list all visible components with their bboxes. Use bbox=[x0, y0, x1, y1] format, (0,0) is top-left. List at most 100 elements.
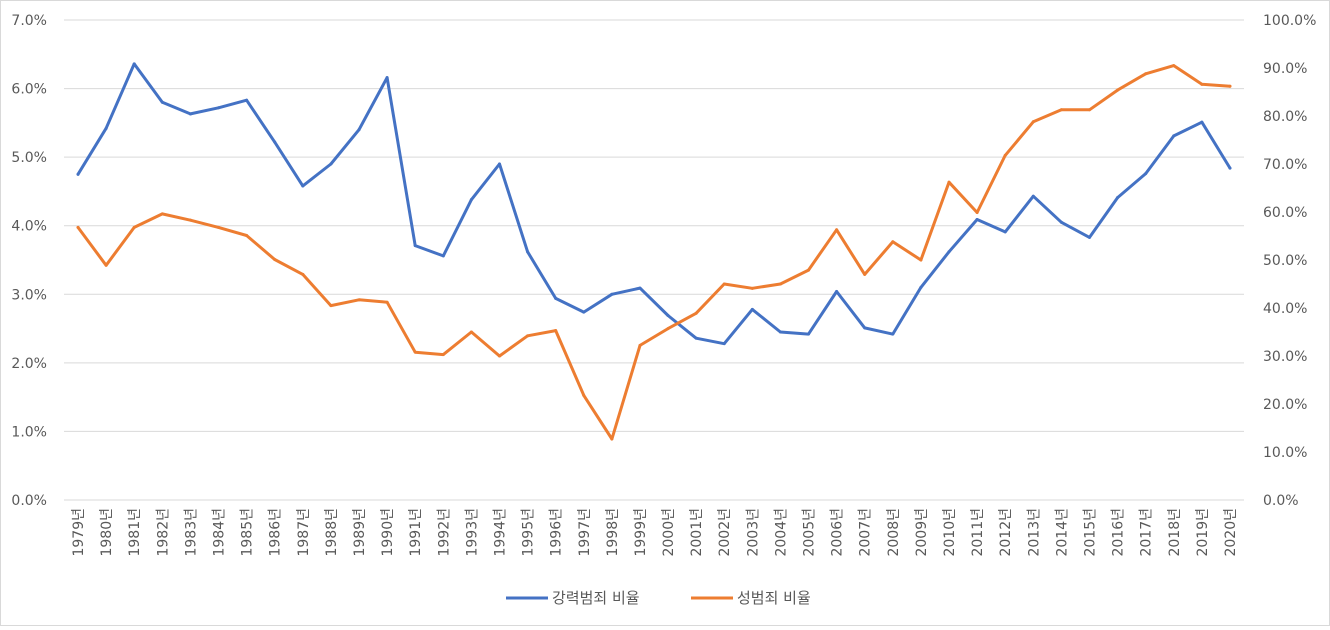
left-y-axis: 0.0% 1.0% 2.0% 3.0% 4.0% 5.0% 6.0% 7.0% bbox=[11, 13, 47, 509]
data-point-sex-crime bbox=[610, 437, 614, 441]
data-point-violent-crime bbox=[1003, 230, 1007, 234]
data-point-sex-crime bbox=[694, 311, 698, 315]
data-point-violent-crime bbox=[329, 162, 333, 166]
data-point-violent-crime bbox=[1116, 196, 1120, 200]
data-point-sex-crime bbox=[385, 300, 389, 304]
legend-label-sex-crime: 성범죄 비율 bbox=[737, 589, 811, 607]
right-tick-label: 90.0% bbox=[1263, 61, 1307, 77]
data-point-violent-crime bbox=[357, 128, 361, 132]
left-tick-label: 4.0% bbox=[11, 219, 47, 235]
left-tick-label: 3.0% bbox=[11, 287, 47, 303]
x-tick-label: 2015년 bbox=[1082, 508, 1098, 557]
data-point-violent-crime bbox=[160, 100, 164, 104]
data-point-sex-crime bbox=[1144, 72, 1148, 76]
x-tick-label: 1992년 bbox=[436, 508, 452, 557]
x-tick-label: 2011년 bbox=[970, 508, 986, 557]
left-tick-label: 2.0% bbox=[11, 356, 47, 372]
left-tick-label: 0.0% bbox=[11, 493, 47, 509]
data-point-violent-crime bbox=[526, 250, 530, 254]
data-point-violent-crime bbox=[273, 140, 277, 144]
data-point-sex-crime bbox=[526, 334, 530, 338]
legend-item-violent-crime: 강력범죄 비율 bbox=[506, 589, 640, 607]
x-tick-label: 2006년 bbox=[830, 508, 846, 557]
right-tick-label: 80.0% bbox=[1263, 109, 1307, 125]
data-point-violent-crime bbox=[807, 332, 811, 336]
data-point-sex-crime bbox=[1228, 84, 1232, 88]
legend-label-violent-crime: 강력범죄 비율 bbox=[552, 589, 640, 607]
data-point-violent-crime bbox=[245, 98, 249, 102]
x-tick-label: 2019년 bbox=[1195, 508, 1211, 557]
x-tick-label: 1981년 bbox=[127, 508, 143, 557]
data-point-sex-crime bbox=[301, 272, 305, 276]
legend: 강력범죄 비율 성범죄 비율 bbox=[506, 589, 811, 607]
x-tick-label: 2003년 bbox=[745, 508, 761, 557]
data-point-violent-crime bbox=[863, 326, 867, 330]
data-point-sex-crime bbox=[554, 329, 558, 333]
data-point-violent-crime bbox=[469, 198, 473, 202]
x-tick-label: 1979년 bbox=[71, 508, 87, 557]
data-point-violent-crime bbox=[835, 290, 839, 294]
data-point-violent-crime bbox=[441, 254, 445, 258]
data-point-sex-crime bbox=[666, 327, 670, 331]
data-point-sex-crime bbox=[975, 210, 979, 214]
x-tick-label: 2000년 bbox=[661, 508, 677, 557]
data-point-violent-crime bbox=[778, 330, 782, 334]
right-tick-label: 100.0% bbox=[1263, 13, 1316, 29]
data-point-violent-crime bbox=[497, 162, 501, 166]
data-point-violent-crime bbox=[554, 296, 558, 300]
right-tick-label: 0.0% bbox=[1263, 493, 1299, 509]
x-tick-label: 1995년 bbox=[521, 508, 537, 557]
x-tick-label: 1991년 bbox=[408, 508, 424, 557]
x-tick-label: 1986년 bbox=[268, 508, 284, 557]
gridlines bbox=[64, 19, 1244, 501]
data-point-sex-crime bbox=[1031, 120, 1035, 124]
data-point-sex-crime bbox=[863, 272, 867, 276]
x-tick-label: 2002년 bbox=[717, 508, 733, 557]
x-tick-label: 1988년 bbox=[324, 508, 340, 557]
series-layer bbox=[76, 62, 1232, 441]
right-tick-label: 50.0% bbox=[1263, 253, 1307, 269]
right-tick-label: 70.0% bbox=[1263, 157, 1307, 173]
data-point-violent-crime bbox=[188, 112, 192, 116]
x-tick-label: 1999년 bbox=[633, 508, 649, 557]
series-line-sex-crime bbox=[76, 64, 1232, 441]
data-point-violent-crime bbox=[694, 336, 698, 340]
data-point-violent-crime bbox=[722, 342, 726, 346]
data-point-sex-crime bbox=[413, 350, 417, 354]
x-tick-label: 2017년 bbox=[1139, 508, 1155, 557]
data-point-violent-crime bbox=[610, 292, 614, 296]
data-point-violent-crime bbox=[1031, 194, 1035, 198]
x-axis: 1979년 1980년 1981년 1982년 1983년 1984년 1985년 1986년… bbox=[71, 508, 1239, 557]
data-point-sex-crime bbox=[919, 258, 923, 262]
data-point-violent-crime bbox=[638, 286, 642, 290]
right-y-axis: 0.0% 10.0% 20.0% 30.0% 40.0% 50.0% 60.0% 70.0% 8… bbox=[1263, 13, 1316, 509]
data-point-sex-crime bbox=[778, 282, 782, 286]
legend-item-sex-crime: 성범죄 비율 bbox=[691, 589, 811, 607]
right-tick-label: 40.0% bbox=[1263, 301, 1307, 317]
data-point-sex-crime bbox=[357, 298, 361, 302]
data-point-sex-crime bbox=[582, 393, 586, 397]
data-point-violent-crime bbox=[666, 314, 670, 318]
data-point-violent-crime bbox=[385, 76, 389, 80]
right-tick-label: 10.0% bbox=[1263, 445, 1307, 461]
data-point-sex-crime bbox=[807, 268, 811, 272]
data-point-sex-crime bbox=[1172, 64, 1176, 68]
x-tick-label: 2004년 bbox=[773, 508, 789, 557]
x-tick-label: 1998년 bbox=[605, 508, 621, 557]
x-tick-label: 1994년 bbox=[492, 508, 508, 557]
left-tick-label: 6.0% bbox=[11, 82, 47, 98]
data-point-sex-crime bbox=[329, 304, 333, 308]
x-tick-label: 2020년 bbox=[1223, 508, 1239, 557]
data-point-sex-crime bbox=[160, 212, 164, 216]
data-point-sex-crime bbox=[1087, 108, 1091, 112]
data-point-sex-crime bbox=[947, 180, 951, 184]
x-tick-label: 1990년 bbox=[380, 508, 396, 557]
data-point-violent-crime bbox=[975, 218, 979, 222]
data-point-sex-crime bbox=[1003, 153, 1007, 157]
series-line-violent-crime bbox=[76, 62, 1232, 346]
data-point-violent-crime bbox=[919, 285, 923, 289]
x-tick-label: 2013년 bbox=[1026, 508, 1042, 557]
data-point-sex-crime bbox=[104, 263, 108, 267]
data-point-sex-crime bbox=[835, 228, 839, 232]
